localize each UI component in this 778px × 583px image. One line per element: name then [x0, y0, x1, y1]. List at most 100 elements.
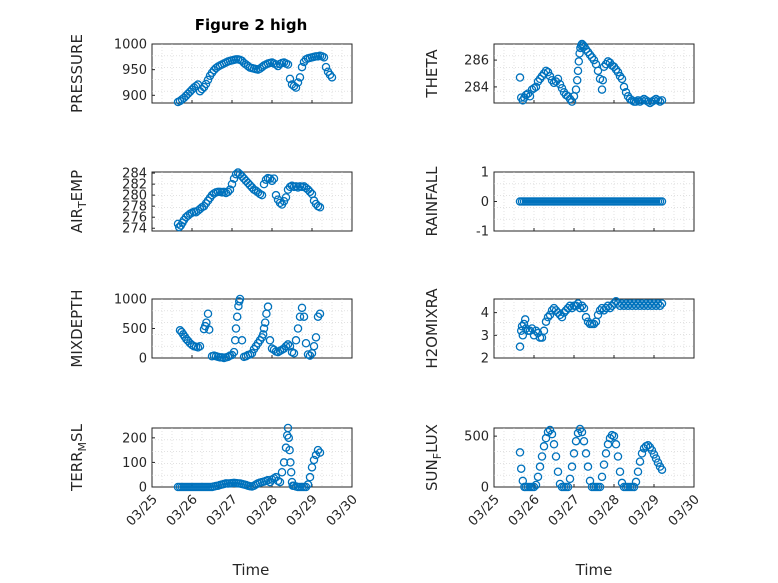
x-tick-label: 03/26 [164, 492, 201, 529]
data-point [577, 427, 587, 437]
data-point [593, 310, 603, 320]
axes-frame [151, 427, 353, 488]
data-point [305, 187, 315, 197]
data-point [653, 458, 663, 467]
data-point [229, 174, 239, 183]
data-point [515, 448, 525, 457]
data-point [235, 294, 245, 304]
data-point [203, 309, 213, 318]
data-point [597, 85, 607, 94]
data-point [545, 425, 555, 435]
x-axis-label-right: Time [575, 561, 613, 579]
data-point [258, 330, 268, 339]
data-point [315, 309, 325, 318]
data-point [545, 310, 555, 320]
data-point [225, 185, 235, 194]
data-point [281, 341, 291, 351]
data-point [633, 96, 643, 105]
data-point [574, 57, 584, 66]
data-point [543, 67, 553, 77]
data-point [529, 482, 539, 492]
data-point [315, 448, 325, 457]
data-point [537, 452, 547, 461]
data-point [201, 79, 211, 89]
data-point [595, 482, 605, 492]
data-point [315, 203, 325, 212]
data-point [531, 480, 541, 490]
y-tick-label: 500 [464, 430, 489, 445]
y-axis-label: RAINFALL [423, 166, 441, 237]
y-tick-label: 2 [481, 352, 489, 367]
data-point [203, 75, 213, 85]
data-point [579, 436, 589, 446]
data-point [575, 49, 584, 58]
data-point [273, 476, 283, 486]
y-tick-label: 1000 [114, 38, 147, 53]
data-point [519, 319, 529, 329]
data-point [309, 341, 319, 351]
data-point [263, 302, 273, 311]
y-tick-label: 0 [139, 481, 147, 496]
x-axis-label-left: Time [232, 561, 270, 579]
data-point [577, 39, 587, 49]
data-point [539, 326, 549, 336]
data-point [571, 85, 581, 94]
y-tick-label: 3 [481, 329, 489, 344]
data-point [571, 436, 581, 446]
y-tick-label: 900 [122, 89, 147, 104]
data-point [197, 84, 207, 94]
data-point [637, 96, 647, 105]
y-axis-label: THETA [423, 49, 441, 99]
data-point [601, 449, 611, 458]
x-tick-label: 03/30 [666, 492, 703, 529]
data-point [611, 440, 621, 449]
data-point [291, 336, 301, 345]
data-point [617, 74, 627, 84]
data-point [597, 472, 607, 482]
data-point [277, 467, 287, 477]
data-point [269, 174, 279, 183]
data-point [305, 472, 315, 482]
data-point [535, 462, 545, 471]
data-point [285, 74, 295, 84]
y-tick-label: 500 [122, 322, 147, 337]
data-point [615, 467, 625, 476]
y-axis-label: SUNFLUX [423, 424, 444, 491]
data-point [653, 96, 663, 105]
x-tick-label: 03/29 [284, 492, 321, 529]
data-point [321, 62, 331, 72]
data-point [291, 83, 301, 92]
data-point [259, 179, 269, 189]
data-point [283, 340, 293, 349]
data-point [263, 475, 273, 485]
data-point [573, 428, 583, 438]
data-point [309, 455, 319, 465]
data-point [549, 440, 559, 449]
data-point [651, 454, 661, 463]
data-point [515, 342, 525, 351]
data-point [283, 423, 293, 433]
data-point [593, 66, 603, 76]
data-point [533, 472, 543, 482]
data-point [573, 66, 583, 76]
subplot-pressure: 900 950 1000 PRESSURE [68, 34, 353, 113]
data-point [293, 78, 303, 87]
data-point [257, 190, 267, 200]
data-point [631, 477, 641, 487]
data-point [516, 464, 526, 473]
data-point [547, 429, 557, 439]
data-point [286, 458, 295, 467]
x-tick-label: 03/27 [204, 492, 241, 529]
data-point [553, 467, 563, 476]
data-point [643, 97, 653, 106]
data-point [619, 82, 629, 92]
data-point [327, 73, 337, 82]
data-point [653, 299, 663, 308]
data-point [307, 463, 317, 472]
data-point [531, 326, 541, 336]
data-point [637, 449, 647, 458]
y-axis-label: PRESSURE [68, 34, 86, 113]
figure-title: Figure 2 high [195, 16, 308, 34]
data-point [609, 431, 619, 441]
